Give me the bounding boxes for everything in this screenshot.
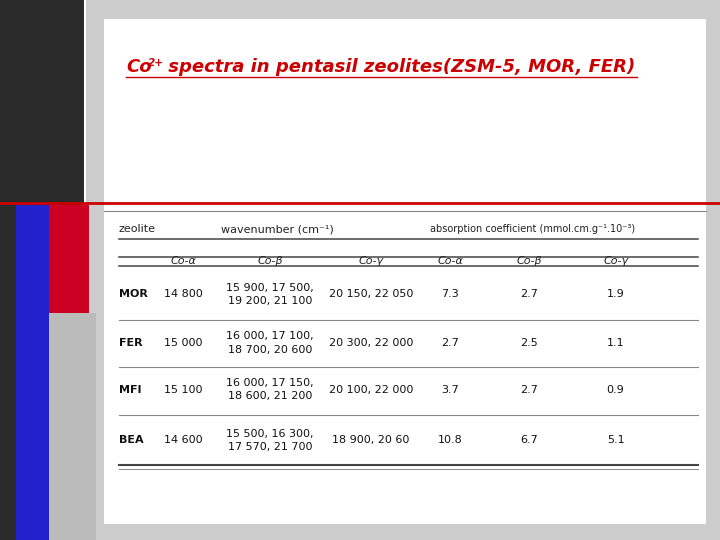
Text: 2.7: 2.7 [521,385,538,395]
Text: 15 500, 16 300,
17 570, 21 700: 15 500, 16 300, 17 570, 21 700 [226,429,314,451]
Text: 14 600: 14 600 [164,435,203,445]
Text: 20 300, 22 000: 20 300, 22 000 [328,338,413,348]
Text: wavenumber (cm⁻¹): wavenumber (cm⁻¹) [221,225,333,234]
Text: 6.7: 6.7 [521,435,538,445]
Text: Co-γ: Co-γ [603,256,628,266]
Text: 15 000: 15 000 [164,338,203,348]
Text: 16 000, 17 100,
18 700, 20 600: 16 000, 17 100, 18 700, 20 600 [226,332,314,354]
Text: 14 800: 14 800 [164,289,203,299]
Text: 2.5: 2.5 [521,338,538,348]
Text: FER: FER [119,338,143,348]
Text: spectra in pentasil zeolites(ZSM-5, MOR, FER): spectra in pentasil zeolites(ZSM-5, MOR,… [162,58,635,77]
Text: absorption coefficient (mmol.cm.g⁻¹.10⁻³): absorption coefficient (mmol.cm.g⁻¹.10⁻³… [431,225,635,234]
Text: 2.7: 2.7 [441,338,459,348]
Text: 20 100, 22 000: 20 100, 22 000 [328,385,413,395]
Text: 3.7: 3.7 [441,385,459,395]
Text: 16 000, 17 150,
18 600, 21 200: 16 000, 17 150, 18 600, 21 200 [226,379,314,401]
Text: 2.7: 2.7 [521,289,538,299]
Text: Co-β: Co-β [516,256,542,266]
Text: MOR: MOR [119,289,148,299]
Text: 2+: 2+ [148,58,163,68]
Text: BEA: BEA [119,435,143,445]
Text: 0.9: 0.9 [607,385,624,395]
Text: 7.3: 7.3 [441,289,459,299]
Text: 20 150, 22 050: 20 150, 22 050 [328,289,413,299]
Text: MFI: MFI [119,385,141,395]
Text: 10.8: 10.8 [438,435,462,445]
Text: 18 900, 20 60: 18 900, 20 60 [332,435,410,445]
Text: Co: Co [126,58,152,77]
Text: Co-α: Co-α [437,256,463,266]
Text: 15 900, 17 500,
19 200, 21 100: 15 900, 17 500, 19 200, 21 100 [226,283,314,306]
Text: 1.9: 1.9 [607,289,624,299]
Text: zeolite: zeolite [119,225,156,234]
Text: 5.1: 5.1 [607,435,624,445]
Text: Co-γ: Co-γ [359,256,383,266]
Text: 15 100: 15 100 [164,385,203,395]
Text: Co-β: Co-β [257,256,283,266]
Text: 1.1: 1.1 [607,338,624,348]
Text: Co-α: Co-α [171,256,197,266]
